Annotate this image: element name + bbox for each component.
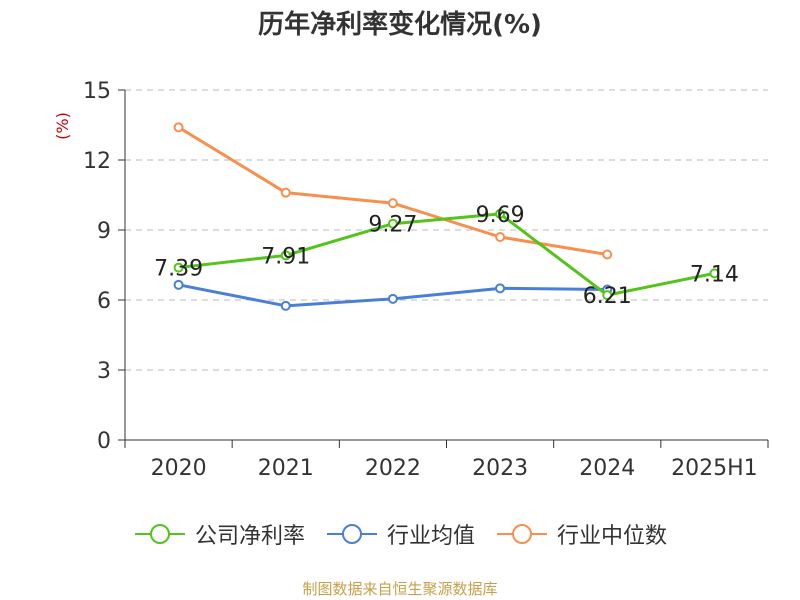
data-label: 9.69 <box>476 203 525 228</box>
x-tick-label: 2024 <box>579 456 635 481</box>
legend-item[interactable]: 行业中位数 <box>495 518 667 550</box>
data-point <box>280 187 291 198</box>
data-point <box>602 249 613 260</box>
series-layer <box>173 122 720 311</box>
data-point <box>387 293 398 304</box>
series-line <box>178 212 715 297</box>
x-tick-label: 2023 <box>472 456 528 481</box>
source-note: 制图数据来自恒生聚源数据库 <box>302 580 498 598</box>
data-label: 6.21 <box>583 284 632 309</box>
data-label: 7.14 <box>690 262 739 287</box>
legend-label: 公司净利率 <box>194 524 305 549</box>
axis-layer: 0 3 6 9 12 15 2020 2021 2022 2023 2024 2025H1 (%) <box>53 79 769 481</box>
y-tick-label: 15 <box>83 79 111 104</box>
data-point <box>602 290 613 301</box>
x-tick-label: 2022 <box>365 456 421 481</box>
data-label: 7.39 <box>154 257 203 282</box>
y-tick-label: 12 <box>83 149 111 174</box>
data-point <box>709 268 720 279</box>
data-point <box>495 208 506 219</box>
x-tick-label: 2020 <box>151 456 207 481</box>
data-point <box>280 300 291 311</box>
x-tick-label: 2021 <box>258 456 314 481</box>
legend-label: 行业均值 <box>386 524 475 549</box>
data-point <box>495 283 506 294</box>
data-label: 7.91 <box>261 244 310 269</box>
legend-swatch-icon <box>134 524 185 544</box>
legend-item[interactable]: 行业均值 <box>325 518 475 550</box>
legend-item[interactable]: 公司净利率 <box>133 518 305 550</box>
legend-swatch-icon <box>326 524 377 544</box>
legend: 公司净利率 行业均值 行业中位数 <box>0 518 800 550</box>
data-point <box>173 279 184 290</box>
y-tick-label: 9 <box>97 219 111 244</box>
x-tick-label: 2025H1 <box>671 456 758 481</box>
data-point <box>173 262 184 273</box>
y-tick-label: 3 <box>97 359 111 384</box>
chart-title: 历年净利率变化情况(%) <box>258 10 542 40</box>
data-point <box>387 198 398 209</box>
data-point <box>173 122 184 133</box>
data-label: 9.27 <box>368 213 417 238</box>
legend-swatch-icon <box>497 524 547 544</box>
legend-label: 行业中位数 <box>557 524 668 549</box>
y-tick-label: 0 <box>97 429 111 454</box>
label-layer: 7.39 7.91 9.27 9.69 6.21 7.14 <box>154 203 739 309</box>
grid-layer <box>125 89 768 371</box>
data-point <box>495 232 506 242</box>
y-axis-label: (%) <box>53 112 72 140</box>
data-point <box>280 250 291 261</box>
data-point <box>387 218 398 229</box>
y-tick-label: 6 <box>97 289 111 314</box>
